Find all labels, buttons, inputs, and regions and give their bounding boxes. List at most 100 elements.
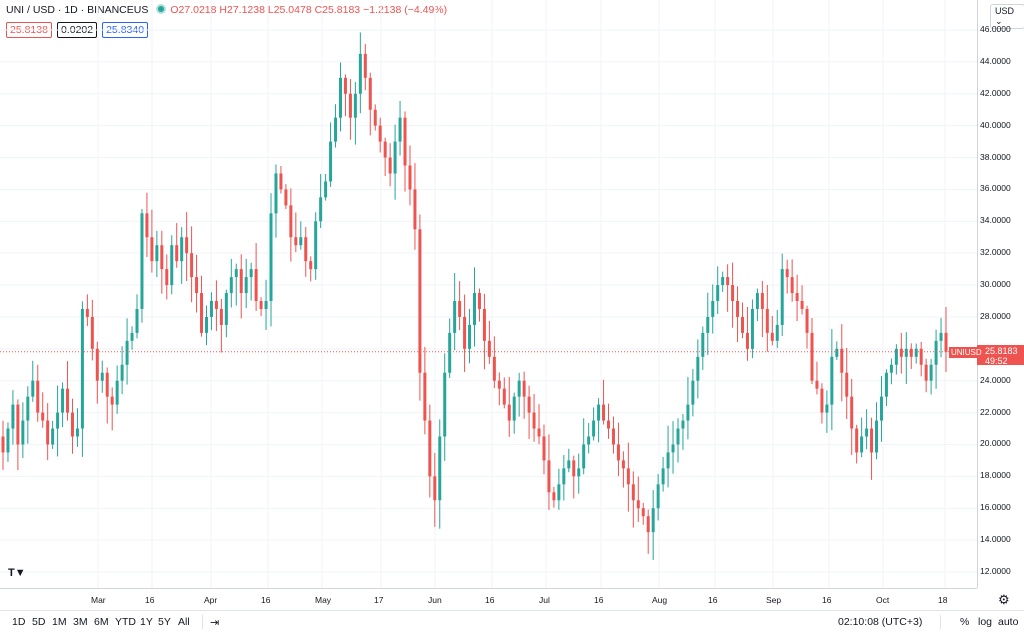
candle bbox=[492, 336, 496, 389]
clock-display[interactable]: 02:10:08 (UTC+3) bbox=[838, 616, 923, 628]
candlestick-chart[interactable] bbox=[0, 0, 977, 588]
price-scale[interactable]: USD ⌄ 46.0000 44.0000 42.0000 40.0000 38.000… bbox=[977, 0, 1024, 588]
currency-select[interactable]: USD ⌄ bbox=[990, 4, 1024, 29]
timeframe-button-6m[interactable]: 6M bbox=[94, 616, 109, 628]
candle bbox=[835, 341, 839, 361]
candle-body bbox=[368, 77, 372, 110]
candle-body bbox=[750, 308, 754, 349]
price-scale-label: 28.0000 bbox=[980, 310, 1011, 321]
candle bbox=[75, 408, 79, 447]
symbol-legend[interactable]: UNI / USD · 1D · BINANCEUS O27.0218 H27.1… bbox=[6, 4, 447, 16]
candle bbox=[324, 174, 328, 201]
price-scale-label: 16.0000 bbox=[980, 502, 1011, 513]
candle bbox=[219, 298, 223, 353]
toolbar-divider bbox=[940, 615, 941, 629]
candle bbox=[894, 344, 898, 375]
log-toggle[interactable]: log bbox=[978, 616, 993, 628]
candle-body bbox=[696, 356, 700, 381]
candle-body bbox=[249, 269, 253, 278]
candle bbox=[195, 254, 199, 313]
candle bbox=[458, 281, 462, 331]
date-range-icon[interactable]: ⇥ bbox=[210, 617, 220, 629]
candle bbox=[368, 72, 372, 136]
candle-body bbox=[125, 340, 129, 365]
candle bbox=[249, 262, 253, 301]
candle bbox=[299, 221, 303, 250]
tradingview-logo-icon[interactable]: T▼ bbox=[8, 567, 26, 579]
candle-body bbox=[870, 428, 874, 453]
time-axis-label: Apr bbox=[204, 595, 218, 605]
candle bbox=[944, 306, 948, 373]
time-axis[interactable]: Mar 16 Apr 16 May 17 Jun 16 Jul 16 Aug 16 Sep 16 Oct 18 bbox=[0, 588, 977, 611]
candle-body bbox=[95, 348, 99, 381]
candle bbox=[621, 451, 625, 488]
candle bbox=[31, 360, 35, 402]
candle bbox=[875, 402, 879, 460]
candle-body bbox=[269, 213, 273, 301]
candle bbox=[676, 418, 680, 463]
candle-body bbox=[820, 388, 824, 413]
candle-body bbox=[279, 173, 283, 190]
candle-body bbox=[800, 301, 804, 309]
candle-body bbox=[373, 109, 377, 126]
candle-body bbox=[939, 332, 943, 341]
candle-body bbox=[209, 301, 213, 317]
candle-body bbox=[41, 412, 45, 421]
candle bbox=[259, 297, 263, 317]
candle-body bbox=[840, 348, 844, 373]
candle bbox=[51, 420, 55, 449]
candle-body bbox=[532, 412, 536, 429]
candle-body bbox=[195, 277, 199, 294]
price-scale-label: 32.0000 bbox=[980, 247, 1011, 258]
timeframe-button-1m[interactable]: 1M bbox=[52, 616, 67, 628]
candle bbox=[517, 372, 521, 417]
timeframe-button-all[interactable]: All bbox=[178, 616, 190, 628]
candle bbox=[398, 101, 402, 156]
auto-toggle[interactable]: auto bbox=[998, 616, 1019, 628]
price-scale-label: 34.0000 bbox=[980, 215, 1011, 226]
candle bbox=[473, 267, 476, 347]
candle bbox=[289, 188, 293, 262]
candle-body bbox=[552, 492, 556, 501]
candle-body bbox=[904, 348, 908, 357]
price-scale-label: 30.0000 bbox=[980, 279, 1011, 290]
candle-body bbox=[145, 213, 149, 238]
candle bbox=[363, 43, 367, 91]
candle bbox=[542, 424, 546, 475]
candle bbox=[557, 468, 561, 510]
candle-body bbox=[254, 269, 258, 301]
candle bbox=[889, 358, 893, 385]
candle-body bbox=[190, 253, 194, 278]
candle-body bbox=[721, 277, 725, 286]
symbol-title[interactable]: UNI / USD · 1D · BINANCEUS bbox=[6, 4, 149, 16]
candle-body bbox=[651, 508, 655, 533]
price-scale-label: 36.0000 bbox=[980, 183, 1011, 194]
gear-icon[interactable]: ⚙ bbox=[998, 592, 1010, 607]
candle bbox=[170, 235, 174, 295]
candle bbox=[741, 302, 745, 339]
candle bbox=[785, 259, 789, 294]
candle-body bbox=[234, 269, 238, 278]
timeframe-button-3m[interactable]: 3M bbox=[73, 616, 88, 628]
candle-body bbox=[726, 277, 730, 286]
timeframe-button-5d[interactable]: 5D bbox=[32, 616, 46, 628]
candle bbox=[413, 163, 417, 250]
candle-body bbox=[542, 436, 546, 461]
candle-body bbox=[641, 508, 645, 517]
timeframe-button-ytd[interactable]: YTD bbox=[115, 616, 136, 628]
candle-body bbox=[115, 380, 119, 405]
candle bbox=[204, 305, 208, 346]
candle bbox=[919, 341, 923, 377]
timeframe-button-1y[interactable]: 1Y bbox=[140, 616, 153, 628]
candle bbox=[602, 379, 606, 425]
timeframe-button-1d[interactable]: 1D bbox=[12, 616, 26, 628]
candle-body bbox=[348, 93, 352, 118]
candle-body bbox=[309, 261, 313, 270]
candle-body bbox=[46, 420, 50, 445]
time-axis-label: May bbox=[315, 595, 332, 605]
timeframe-button-5y[interactable]: 5Y bbox=[158, 616, 171, 628]
candle bbox=[850, 378, 854, 456]
percent-toggle[interactable]: % bbox=[960, 616, 970, 628]
candle-body bbox=[482, 308, 486, 341]
time-axis-label: Mar bbox=[91, 595, 106, 605]
